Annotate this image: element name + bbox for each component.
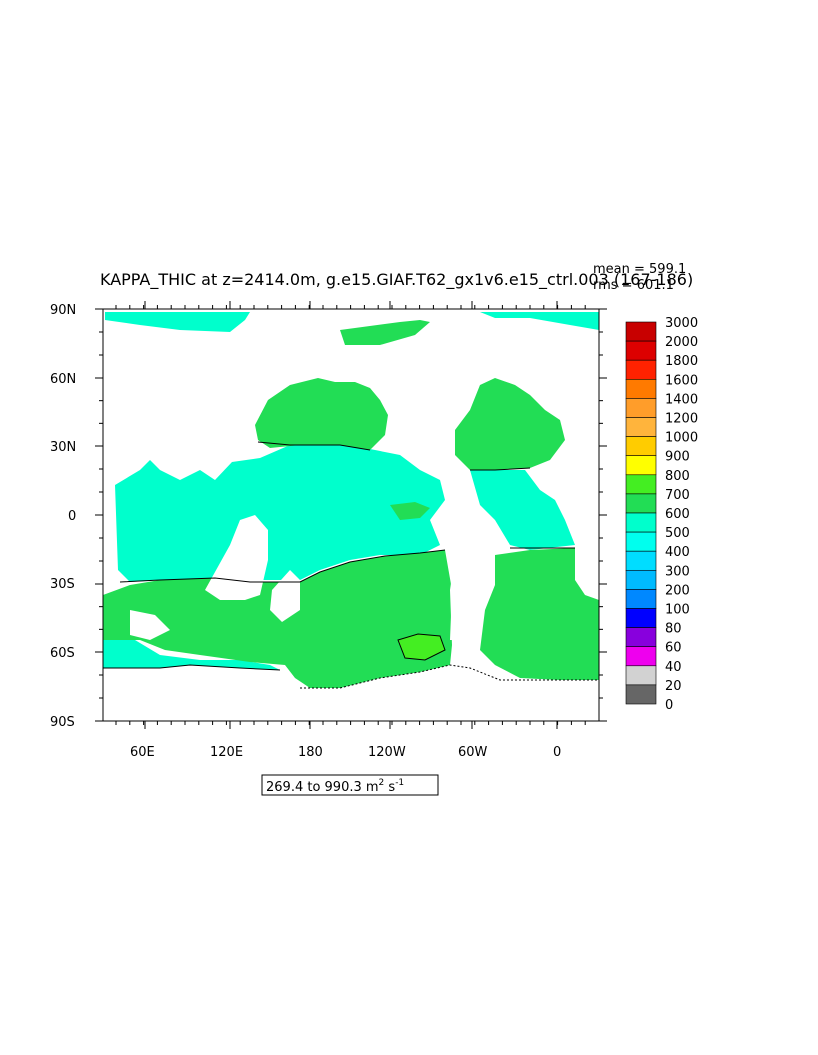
ocean-cyan-arctic-west	[105, 312, 250, 332]
colorbar-label: 1800	[665, 354, 698, 369]
colorbar-swatch	[625, 512, 657, 533]
colorbar-swatch	[625, 531, 657, 552]
colorbar-label: 0	[665, 698, 673, 713]
land-kerguelen	[130, 610, 170, 640]
colorbar-label: 900	[665, 450, 690, 465]
colorbar-label: 60	[665, 641, 682, 656]
colorbar-swatch	[625, 569, 657, 590]
range-text: 269.4 to 990.3 m2 s-1	[266, 778, 404, 795]
colorbar-swatch	[625, 684, 657, 705]
colorbar-swatch	[625, 493, 657, 514]
ocean-lightgreen-patch	[397, 633, 446, 661]
colorbar-swatch	[625, 627, 657, 647]
contour-600-north-atlantic	[470, 467, 531, 471]
ocean-green-north-atlantic	[455, 378, 565, 470]
colorbar: 3000200018001600140012001000900800700600…	[625, 316, 698, 713]
colorbar-label: 20	[665, 679, 682, 694]
range-box: 269.4 to 990.3 m2 s-1	[261, 774, 439, 796]
lat-label-90s: 90S	[50, 715, 75, 730]
colorbar-swatch	[625, 474, 657, 495]
colorbar-swatch	[625, 550, 657, 571]
colorbar-swatch	[625, 321, 657, 342]
colorbar-label: 1000	[665, 431, 698, 446]
colorbar-label: 100	[665, 603, 690, 618]
latitude-labels: 90N 60N 30N 0 30S 60S 90S	[50, 303, 76, 730]
colorbar-swatch	[625, 665, 657, 686]
lon-label-0: 0	[553, 745, 561, 760]
axis-ticks	[95, 301, 607, 729]
ocean-cyan-region	[103, 312, 599, 670]
ocean-green-north-pacific	[255, 378, 388, 450]
ocean-green-south-atlantic	[480, 548, 599, 680]
land-south-america	[445, 505, 490, 640]
lat-label-30s: 30S	[50, 577, 75, 592]
colorbar-swatch	[625, 378, 657, 399]
lat-label-90n: 90N	[50, 303, 76, 318]
ocean-green-arctic	[340, 320, 430, 345]
lon-label-120w: 120W	[368, 745, 406, 760]
colorbar-label: 500	[665, 526, 690, 541]
contour-antarctic-coast	[300, 664, 599, 689]
colorbar-label: 1400	[665, 392, 698, 407]
colorbar-label: 2000	[665, 335, 698, 350]
contour-600-north-pacific	[257, 441, 371, 451]
lon-label-120e: 120E	[210, 745, 243, 760]
ocean-cyan-arctic-east	[480, 312, 599, 330]
lon-label-180: 180	[298, 745, 323, 760]
colorbar-swatch	[625, 340, 657, 361]
longitude-labels: 60E 120E 180 120W 60W 0	[130, 745, 561, 760]
colorbar-label: 200	[665, 583, 690, 598]
lon-label-60w: 60W	[458, 745, 488, 760]
colorbar-swatch	[625, 417, 657, 437]
lat-label-60s: 60S	[50, 646, 75, 661]
ocean-cyan-southern	[103, 640, 280, 670]
colorbar-swatch	[625, 359, 657, 380]
range-box-frame	[261, 774, 439, 796]
lat-label-0: 0	[68, 509, 76, 524]
contour-southern-coast	[103, 664, 281, 671]
land-new-zealand	[270, 570, 300, 622]
colorbar-swatch	[625, 608, 657, 628]
lat-label-60n: 60N	[50, 372, 76, 387]
rms-label: rms = 601.1	[593, 278, 674, 293]
lat-label-30n: 30N	[50, 440, 76, 455]
colorbar-label: 1600	[665, 373, 698, 388]
mean-label: mean = 599.1	[593, 262, 686, 277]
ocean-cyan-atlantic	[470, 470, 575, 550]
contour-lines	[103, 441, 599, 689]
ocean-green-gulf	[390, 502, 430, 520]
colorbar-swatch	[625, 455, 657, 476]
lon-label-60e: 60E	[130, 745, 155, 760]
colorbar-swatch	[625, 436, 657, 457]
colorbar-label: 40	[665, 660, 682, 675]
map-panel	[95, 301, 607, 729]
colorbar-swatch	[625, 646, 657, 667]
colorbar-label: 700	[665, 488, 690, 503]
colorbar-label: 800	[665, 469, 690, 484]
colorbar-swatch	[625, 398, 657, 418]
colorbar-label: 300	[665, 564, 690, 579]
colorbar-label: 400	[665, 545, 690, 560]
colorbar-swatch	[625, 589, 657, 609]
ocean-cyan-indo-pacific	[115, 445, 445, 582]
colorbar-label: 3000	[665, 316, 698, 331]
colorbar-label: 80	[665, 622, 682, 637]
contour-600-south	[119, 549, 446, 583]
colorbar-label: 600	[665, 507, 690, 522]
colorbar-label: 1200	[665, 412, 698, 427]
figure-title: KAPPA_THIC at z=2414.0m, g.e15.GIAF.T62_…	[100, 270, 693, 290]
